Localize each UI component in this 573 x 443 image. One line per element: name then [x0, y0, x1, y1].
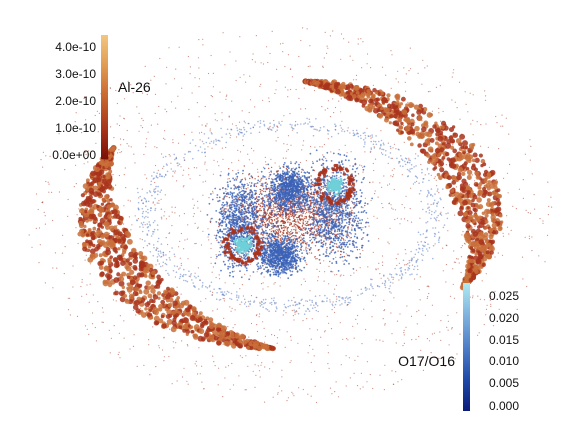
al26-tick-3: 1.0e-10 — [55, 121, 96, 135]
o17-o16-colorbar-gradient — [463, 283, 470, 411]
o17-tick-2: 0.015 — [489, 333, 519, 347]
al26-tick-1: 3.0e-10 — [55, 67, 96, 81]
al26-tick-2: 2.0e-10 — [55, 94, 96, 108]
o17-tick-0: 0.025 — [489, 289, 519, 303]
o17-o16-label: O17/O16 — [398, 353, 455, 369]
particle-scene — [28, 27, 553, 404]
al26-tick-4: 0.0e+00 — [52, 148, 96, 162]
o17-tick-1: 0.020 — [489, 311, 519, 325]
al26-label: Al-26 — [118, 79, 151, 95]
o17-o16-colorbar: 0.025 0.020 0.015 0.010 0.005 0.000 O17/… — [398, 283, 519, 413]
o17-tick-4: 0.005 — [489, 376, 519, 390]
al26-colorbar: 4.0e-10 3.0e-10 2.0e-10 1.0e-10 0.0e+00 … — [52, 35, 151, 162]
o17-tick-3: 0.010 — [489, 354, 519, 368]
o17-tick-5: 0.000 — [489, 399, 519, 413]
al26-tick-0: 4.0e-10 — [55, 40, 96, 54]
al26-colorbar-gradient — [101, 35, 108, 159]
